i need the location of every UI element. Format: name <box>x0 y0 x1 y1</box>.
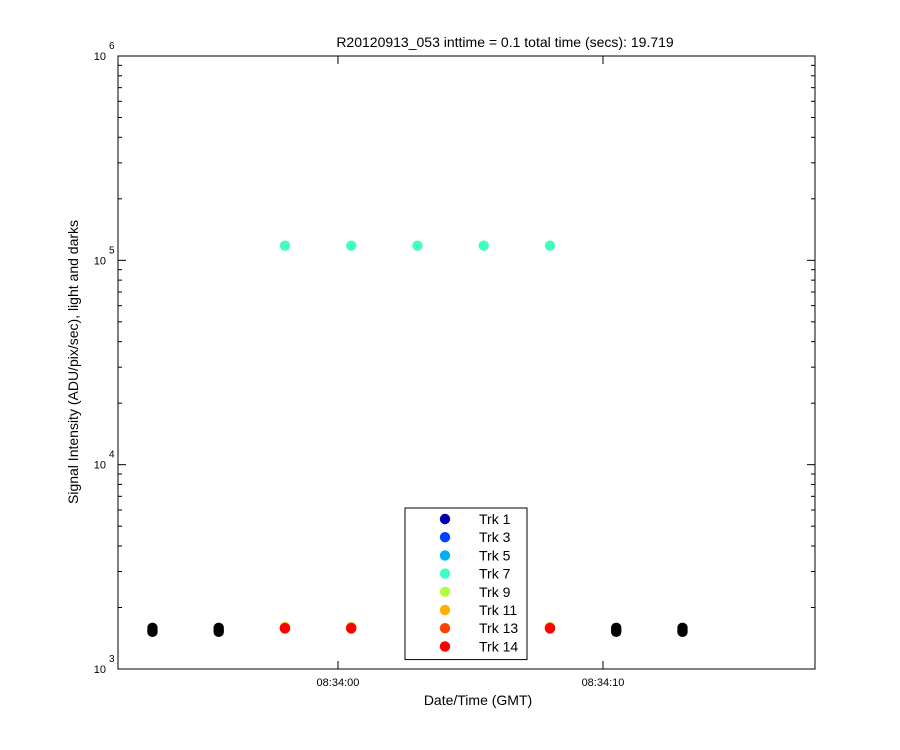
y-tick-label: 10 <box>94 460 106 472</box>
point-trk-14 <box>346 623 357 634</box>
y-tick-exponent: 3 <box>109 654 115 665</box>
y-tick-base: 10 <box>94 51 106 63</box>
dark-point <box>677 622 688 634</box>
legend-marker <box>439 568 451 579</box>
point-trk-14 <box>544 623 556 634</box>
y-tick-exponent: 5 <box>109 245 115 256</box>
legend-marker <box>439 550 451 561</box>
point-trk-7 <box>412 240 423 251</box>
dark-point <box>213 622 224 634</box>
y-tick-base: 10 <box>94 460 106 472</box>
y-axis-label: Signal Intensity (ADU/pix/sec), light an… <box>65 220 81 504</box>
plot-area <box>117 55 816 670</box>
legend-label: Trk 7 <box>479 566 511 582</box>
point-trk-7 <box>544 240 556 251</box>
legend-marker <box>439 623 451 634</box>
data-points <box>147 240 688 638</box>
dark-point <box>147 622 158 634</box>
legend-marker <box>439 641 451 652</box>
chart-title: R20120913_053 inttime = 0.1 total time (… <box>336 34 674 50</box>
point-trk-7 <box>346 240 357 251</box>
legend-label: Trk 3 <box>479 529 511 545</box>
legend-box <box>404 507 528 661</box>
legend-label: Trk 1 <box>479 511 511 527</box>
dark-point <box>611 622 622 634</box>
legend-label: Trk 5 <box>479 547 511 563</box>
x-axis-label: Date/Time (GMT) <box>424 692 532 708</box>
legend-label: Trk 11 <box>479 602 517 618</box>
y-tick-base: 10 <box>94 664 106 676</box>
legend-label: Trk 13 <box>479 620 518 636</box>
y-tick-base: 10 <box>94 255 106 267</box>
point-trk-7 <box>478 240 489 251</box>
y-tick-label: 10 <box>94 664 106 676</box>
legend-marker <box>439 586 451 597</box>
x-tick-label: 08:34:00 <box>317 677 360 689</box>
y-tick-exponent: 6 <box>109 41 115 52</box>
y-tick-label: 10 <box>94 51 106 63</box>
x-tick-label: 08:34:10 <box>582 677 625 689</box>
x-axis-ticks: 08:34:00 08:34:10 <box>317 56 625 689</box>
y-tick-label: 10 <box>94 255 106 267</box>
legend: Trk 1 Trk 3 Trk 5 Trk 7 Trk 9 Trk 11 Trk 13 Trk… <box>404 507 528 661</box>
legend-label: Trk 14 <box>479 638 518 654</box>
legend-marker <box>439 513 451 525</box>
legend-marker <box>439 604 451 616</box>
y-tick-exponent: 4 <box>109 450 115 461</box>
point-trk-14 <box>279 623 291 634</box>
legend-label: Trk 9 <box>479 584 511 600</box>
point-trk-7 <box>279 240 291 251</box>
legend-marker <box>439 532 451 543</box>
